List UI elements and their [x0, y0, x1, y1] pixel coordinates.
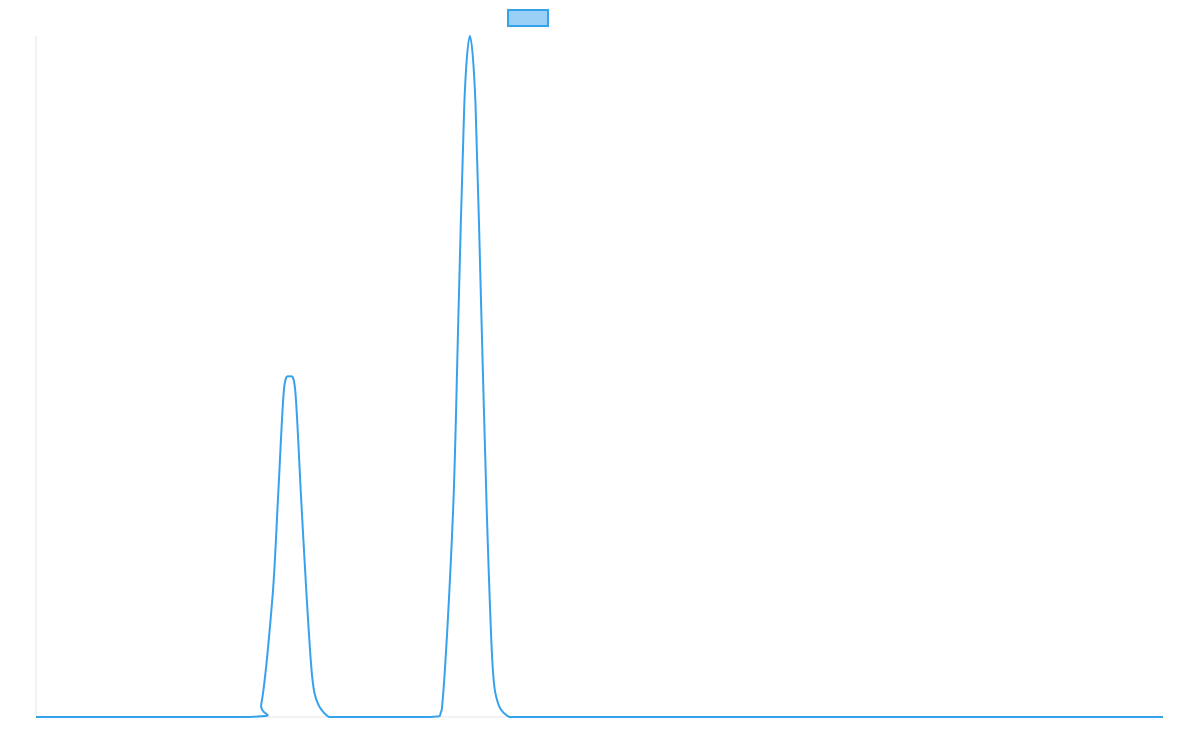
legend-swatch[interactable]	[507, 9, 549, 27]
series-layer	[35, 35, 1163, 719]
legend[interactable]	[507, 9, 549, 27]
series-line-0[interactable]	[35, 35, 1163, 719]
